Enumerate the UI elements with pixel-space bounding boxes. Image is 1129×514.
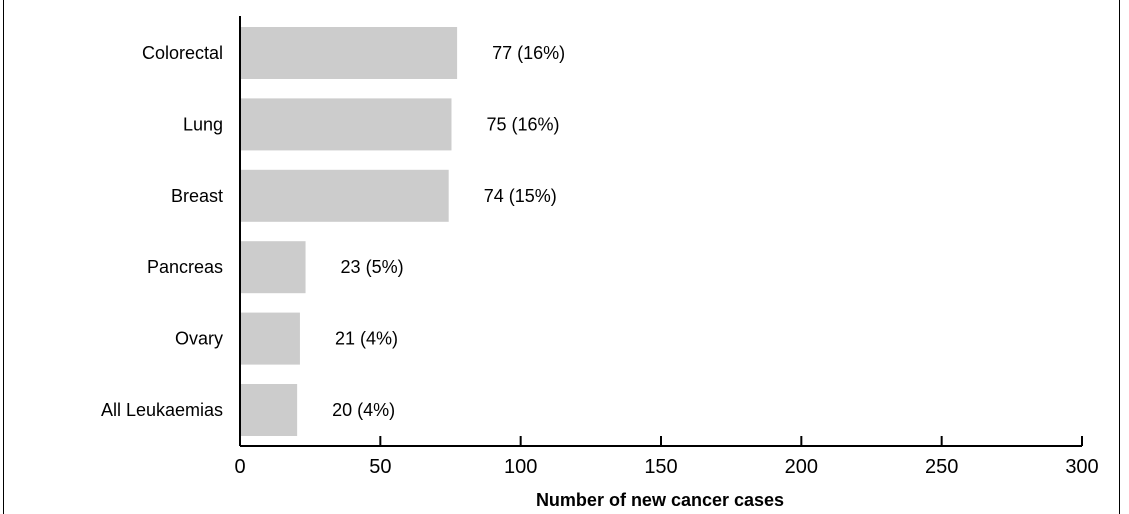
- x-tick-label-0: 0: [234, 456, 245, 478]
- category-label-2: Breast: [171, 186, 223, 206]
- frame-left-border: [3, 0, 4, 514]
- category-label-3: Pancreas: [147, 257, 223, 277]
- bars-group: [241, 27, 458, 436]
- value-label-5: 20 (4%): [332, 400, 395, 420]
- bar-0: [241, 27, 458, 79]
- category-label-1: Lung: [183, 114, 223, 134]
- bar-5: [241, 384, 298, 436]
- x-tick-label-3: 150: [644, 456, 677, 478]
- frame-right-border: [1119, 0, 1120, 514]
- value-label-4: 21 (4%): [335, 329, 398, 349]
- category-label-4: Ovary: [175, 329, 223, 349]
- value-labels: 77 (16%) 75 (16%) 74 (15%) 23 (5%) 21 (4%) 20…: [332, 43, 565, 420]
- category-label-0: Colorectal: [142, 43, 223, 63]
- value-label-0: 77 (16%): [492, 43, 565, 63]
- bar-1: [241, 98, 452, 151]
- x-ticks: 0 50 100 150 200 250 300: [234, 436, 1099, 478]
- value-label-1: 75 (16%): [487, 114, 560, 134]
- bar-3: [241, 241, 306, 294]
- x-tick-label-2: 100: [504, 456, 537, 478]
- bar-2: [241, 169, 449, 222]
- category-label-5: All Leukaemias: [101, 400, 223, 420]
- value-label-2: 74 (15%): [484, 186, 557, 206]
- bar-4: [241, 312, 300, 365]
- x-tick-label-6: 300: [1065, 456, 1098, 478]
- value-label-3: 23 (5%): [341, 257, 404, 277]
- x-tick-label-1: 50: [369, 456, 391, 478]
- axes-group: [239, 16, 1082, 447]
- x-tick-label-4: 200: [785, 456, 818, 478]
- x-tick-label-5: 250: [925, 456, 958, 478]
- x-axis-label: Number of new cancer cases: [536, 490, 784, 510]
- category-labels: Colorectal Lung Breast Pancreas Ovary All Leu…: [101, 43, 223, 420]
